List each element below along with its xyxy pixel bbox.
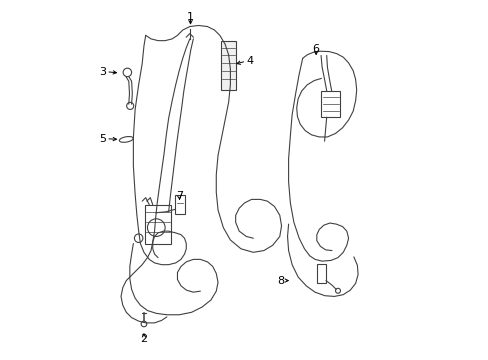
- Circle shape: [134, 234, 142, 242]
- Circle shape: [147, 219, 165, 237]
- FancyBboxPatch shape: [144, 205, 171, 243]
- FancyBboxPatch shape: [175, 195, 184, 213]
- Circle shape: [123, 68, 131, 77]
- Circle shape: [126, 102, 133, 109]
- Text: 4: 4: [246, 56, 253, 66]
- Text: 1: 1: [186, 12, 194, 22]
- Circle shape: [141, 321, 146, 327]
- Text: 2: 2: [140, 334, 147, 344]
- FancyBboxPatch shape: [321, 91, 340, 117]
- FancyBboxPatch shape: [221, 41, 236, 90]
- Text: 7: 7: [175, 191, 183, 201]
- Text: 8: 8: [276, 275, 284, 285]
- Text: 6: 6: [312, 45, 319, 54]
- FancyBboxPatch shape: [317, 264, 325, 283]
- Text: 3: 3: [99, 67, 106, 77]
- Ellipse shape: [119, 136, 133, 142]
- Text: 5: 5: [99, 134, 106, 144]
- Circle shape: [335, 288, 340, 293]
